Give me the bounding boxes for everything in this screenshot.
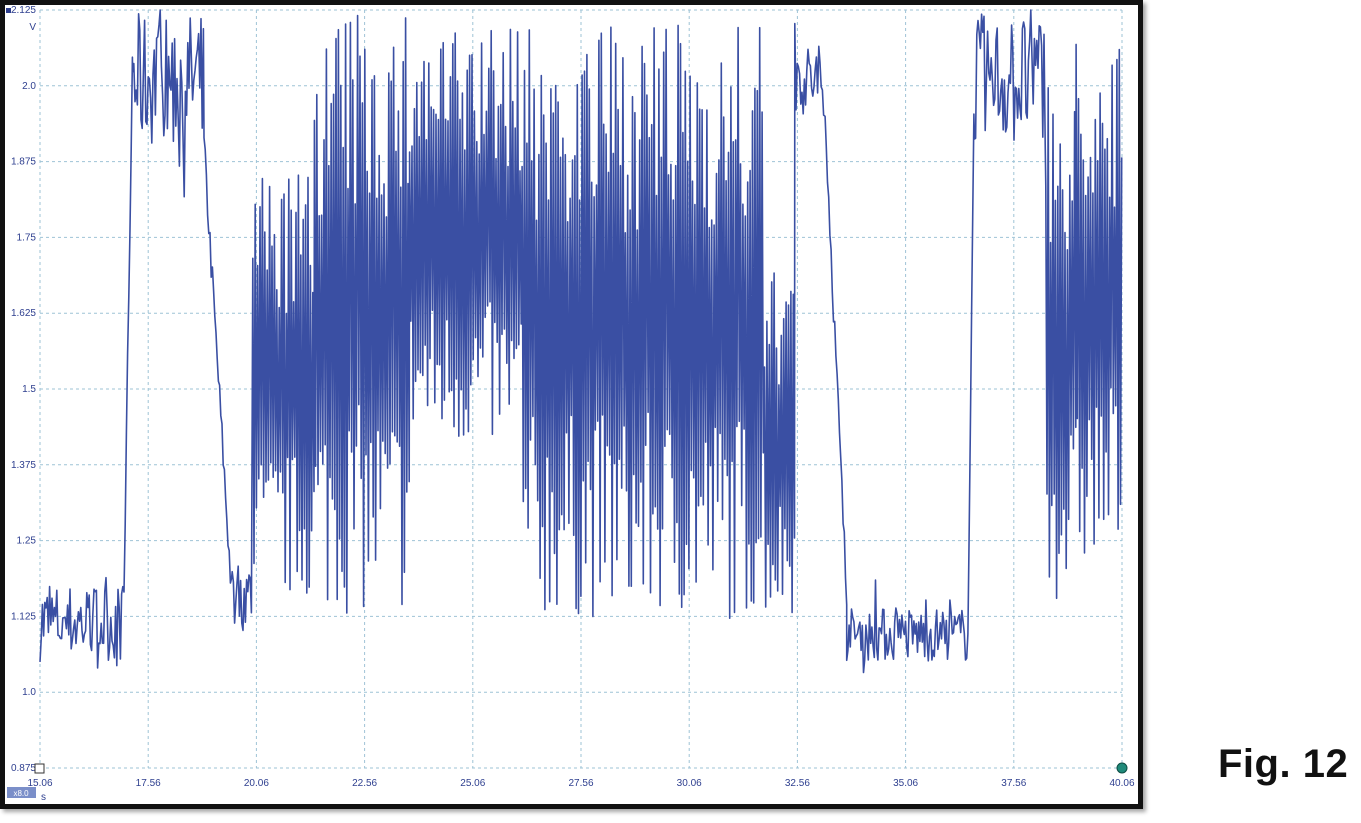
y-axis-unit: V (29, 22, 36, 33)
top-marker-icon (6, 8, 11, 13)
x-tick-label: 37.56 (1001, 778, 1026, 789)
y-tick-label: 1.75 (17, 232, 37, 243)
y-tick-label: 1.375 (11, 460, 36, 471)
y-tick-label: 1.5 (22, 384, 36, 395)
x-axis-unit: s (41, 792, 46, 803)
y-tick-label: 1.25 (17, 536, 37, 547)
x-tick-label: 30.06 (677, 778, 702, 789)
y-tick-label: 0.875 (11, 763, 36, 774)
figure-label: Fig. 12 (1218, 742, 1349, 786)
y-tick-label: 1.875 (11, 157, 36, 168)
x-tick-label: 32.56 (785, 778, 810, 789)
voltage-trace (39, 9, 1123, 674)
y-tick-label: 1.125 (11, 611, 36, 622)
cursor-marker-icon (1116, 762, 1128, 774)
origin-marker-icon (34, 763, 45, 774)
zoom-badge-text: x8.0 (13, 789, 29, 798)
x-tick-label: 25.06 (460, 778, 485, 789)
x-tick-label: 15.06 (27, 778, 52, 789)
x-tick-label: 20.06 (244, 778, 269, 789)
y-tick-label: 1.625 (11, 308, 36, 319)
x-tick-label: 35.06 (893, 778, 918, 789)
y-tick-label: 1.0 (22, 687, 36, 698)
y-tick-label: 2.0 (22, 81, 36, 92)
x-tick-label: 40.06 (1109, 778, 1134, 789)
zoom-badge (7, 787, 36, 798)
x-tick-label: 27.56 (568, 778, 593, 789)
x-tick-label: 17.56 (136, 778, 161, 789)
y-tick-label: 2.125 (11, 5, 36, 16)
voltage-time-chart: 0.875 1.0 1.125 1.25 1.375 1.5 1.625 1.75 1.875 2… (6, 5, 1135, 803)
x-tick-label: 22.56 (352, 778, 377, 789)
